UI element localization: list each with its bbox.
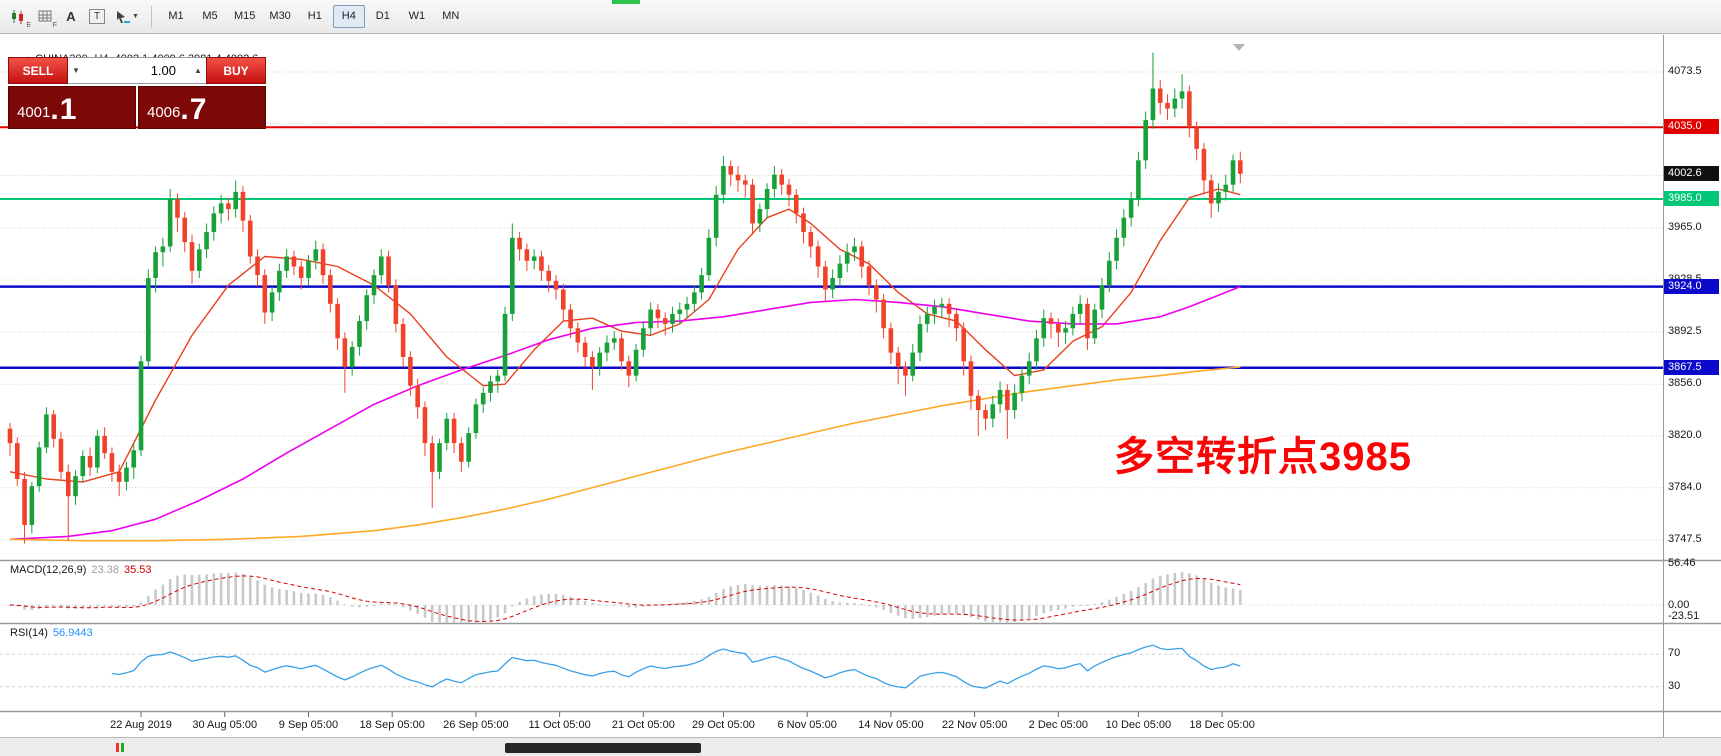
mini-candle-red-icon: [116, 743, 119, 752]
grid-glyph: [38, 10, 51, 22]
sell-price-display[interactable]: 4001 .1: [8, 86, 136, 129]
mini-candle-green-icon: [121, 743, 124, 752]
macd-axis-label: 0.00: [1668, 599, 1690, 611]
grid-icon[interactable]: F: [32, 5, 58, 29]
price-tick-label: 3820.0: [1668, 428, 1702, 441]
time-axis-label: 30 Aug 05:00: [192, 719, 258, 731]
timeframe-d1[interactable]: D1: [375, 10, 390, 22]
sell-button[interactable]: SELL: [8, 57, 68, 84]
price-badge: 4002.6: [1664, 165, 1719, 181]
macd-label-row: MACD(12,26,9) 23.38 35.53: [10, 564, 151, 576]
boxed-t-glyph: T: [88, 9, 106, 24]
volume-increase-icon[interactable]: ▲: [194, 66, 202, 75]
time-axis-label: 9 Sep 05:00: [278, 719, 339, 731]
rsi-value: 56.9443: [52, 627, 93, 639]
time-axis-label: 11 Oct 05:00: [528, 719, 591, 731]
timeframe-m1[interactable]: M1: [168, 10, 184, 22]
moving-averages: [9, 188, 1241, 542]
rsi-line: [111, 644, 1241, 689]
ma-fast-red: [9, 188, 1241, 483]
rsi-axis-label: 30: [1668, 679, 1681, 692]
volume-input[interactable]: ▼ 1.00 ▲: [68, 57, 206, 84]
time-axis-label: 6 Nov 05:00: [777, 719, 837, 731]
rsi-name: RSI(14): [10, 627, 48, 639]
macd-histogram: [8, 572, 1242, 623]
bottom-cropped-strip: [0, 737, 1721, 756]
macd-main-value: 23.38: [91, 564, 119, 576]
macd-signal-value: 35.53: [123, 564, 152, 576]
rsi-label-row: RSI(14) 56.9443: [10, 627, 93, 639]
ma-mid-magenta: [9, 285, 1241, 541]
time-axis-label: 10 Dec 05:00: [1105, 719, 1172, 731]
chart-shift-marker[interactable]: [1233, 44, 1245, 51]
icon-subscript-f: F: [52, 21, 57, 29]
macd-name: MACD(12,26,9): [10, 564, 87, 576]
price-badge: 4035.0: [1664, 119, 1719, 135]
time-axis-label: 29 Oct 05:00: [691, 719, 755, 731]
timeframe-m15[interactable]: M15: [234, 10, 256, 22]
candlestick-glyph: [12, 9, 23, 24]
timeframe-h1[interactable]: H1: [307, 10, 322, 22]
price-badge: 3867.5: [1664, 359, 1719, 375]
cursor-glyph: [117, 10, 131, 23]
timeframe-w1[interactable]: W1: [408, 10, 426, 22]
timeframe-m5[interactable]: M5: [202, 10, 218, 22]
time-axis-label: 26 Sep 05:00: [443, 719, 509, 731]
time-axis-label: 14 Nov 05:00: [858, 719, 924, 731]
timeframe-h4[interactable]: H4: [332, 5, 365, 28]
one-click-trade-panel: SELL ▼ 1.00 ▲ BUY 4001 .1 4006 .7: [8, 57, 266, 129]
price-tick-label: 3747.5: [1668, 533, 1702, 545]
text-box-icon[interactable]: T: [84, 5, 110, 29]
macd-axis-label: 56.46: [1668, 557, 1696, 570]
candlestick-chart-icon[interactable]: E: [6, 5, 32, 29]
sell-price-main: 4001: [17, 104, 51, 121]
time-axis-label: 18 Sep 05:00: [359, 719, 425, 731]
chart-text-annotation[interactable]: 多空转折点3985: [1114, 435, 1412, 479]
volume-value[interactable]: 1.00: [150, 63, 176, 78]
macd-axis-label: -23.51: [1668, 610, 1700, 622]
time-axis-label: 2 Dec 05:00: [1028, 719, 1088, 731]
time-axis-label: 21 Oct 05:00: [611, 719, 675, 731]
macd-signal-line: [9, 575, 1241, 623]
price-tick-label: 3784.0: [1668, 480, 1702, 493]
timeframe-mn[interactable]: MN: [442, 10, 460, 22]
top-toolbar: E F A T ▼ M1 M5 M15 M30 H1 H4 D1 W1 MN: [0, 0, 1721, 34]
buy-price-main: 4006: [147, 104, 181, 121]
icon-subscript-e: E: [26, 21, 31, 29]
dropdown-caret-icon: ▼: [132, 13, 139, 20]
timeframe-m30[interactable]: M30: [269, 10, 291, 22]
ma-slow-orange: [9, 366, 1241, 542]
price-tick-label: 4073.5: [1668, 65, 1702, 77]
rsi-axis-label: 70: [1668, 647, 1681, 660]
price-badge: 3985.0: [1664, 191, 1719, 207]
price-badge: 3924.0: [1664, 278, 1719, 294]
sell-price-pips: .1: [50, 93, 78, 126]
cropped-toolbar-fragment: [612, 0, 640, 4]
toolbar-separator: [151, 5, 152, 28]
grid: [0, 71, 1663, 541]
volume-decrease-icon[interactable]: ▼: [72, 66, 80, 75]
taskbar-segment[interactable]: [505, 743, 701, 753]
buy-button[interactable]: BUY: [206, 57, 266, 84]
price-tick-label: 3856.0: [1668, 377, 1702, 390]
text-a-icon[interactable]: A: [66, 9, 76, 24]
timeframe-bar: M1 M5 M15 M30 H1 H4 D1 W1 MN: [159, 5, 468, 28]
candles: [7, 52, 1243, 544]
price-tick-label: 3892.5: [1668, 324, 1702, 337]
buy-price-pips: .7: [180, 93, 208, 126]
time-axis-label: 22 Aug 2019: [110, 719, 172, 731]
time-axis-label: 22 Nov 05:00: [941, 719, 1008, 731]
buy-price-display[interactable]: 4006 .7: [138, 86, 266, 129]
price-tick-label: 3965.0: [1668, 220, 1702, 233]
crosshair-cursor-icon[interactable]: ▼: [110, 5, 144, 29]
time-axis-label: 18 Dec 05:00: [1189, 719, 1255, 731]
